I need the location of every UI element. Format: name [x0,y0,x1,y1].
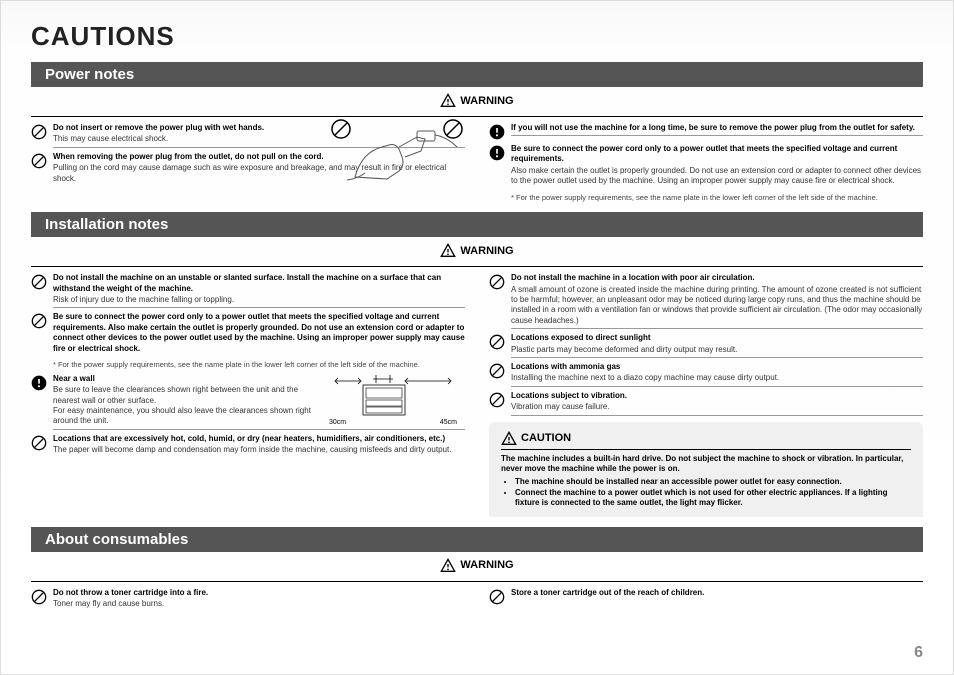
warning-icon [440,243,456,259]
section-header-install: Installation notes [31,212,923,237]
item-title: Do not install the machine on an unstabl… [53,273,465,294]
caution-label: CAUTION [521,432,571,444]
caution-item: Be sure to connect the power cord only t… [489,144,923,189]
item-title: If you will not use the machine for a lo… [511,123,923,133]
clearance-left-label: 30cm [329,419,346,426]
hand-plug-illustration [327,117,467,187]
warning-divider: WARNING [31,555,923,582]
caution-item: Do not throw a toner cartridge into a fi… [31,588,465,612]
caution-item: Locations with ammonia gasInstalling the… [489,362,923,387]
warning-divider: WARNING [31,90,923,117]
item-title: Do not install the machine in a location… [511,273,923,283]
item-desc: Installing the machine next to a diazo c… [511,373,923,383]
section-header-consumables: About consumables [31,527,923,552]
caution-bullet: The machine should be installed near an … [515,477,911,487]
warning-label: WARNING [460,245,513,257]
mandatory-icon [489,124,505,140]
caution-bullet: Connect the machine to a power outlet wh… [515,488,911,509]
item-title: Do not throw a toner cartridge into a fi… [53,588,465,598]
item-desc: Plastic parts may become deformed and di… [511,345,923,355]
consumables-content: Do not throw a toner cartridge into a fi… [31,588,923,616]
prohibit-icon [489,363,505,379]
prohibit-icon [489,392,505,408]
item-title: Locations subject to vibration. [511,391,923,401]
warning-icon [440,558,456,574]
mandatory-icon [489,145,505,161]
item-desc: Vibration may cause failure. [511,402,923,412]
item-title: Store a toner cartridge out of the reach… [511,588,923,598]
section-header-power: Power notes [31,62,923,87]
caution-main-text: The machine includes a built-in hard dri… [501,454,911,475]
item-desc: Be sure to leave the clearances shown ri… [53,385,325,427]
prohibit-icon [31,435,47,451]
prohibit-icon [31,589,47,605]
item-desc: Risk of injury due to the machine fallin… [53,295,465,305]
prohibit-icon [31,153,47,169]
power-content: Do not insert or remove the power plug w… [31,123,923,206]
item-desc: A small amount of ozone is created insid… [511,285,923,327]
prohibit-icon [489,274,505,290]
prohibit-icon [31,274,47,290]
prohibit-icon [489,589,505,605]
footnote: * For the power supply requirements, see… [53,360,465,370]
item-title: Near a wall [53,374,325,384]
caution-item: Locations subject to vibration.Vibration… [489,391,923,416]
prohibit-icon [31,313,47,329]
item-title: Locations with ammonia gas [511,362,923,372]
item-desc: Toner may fly and cause burns. [53,599,465,609]
item-title: Be sure to connect the power cord only t… [53,312,465,354]
item-desc: Also make certain the outlet is properly… [511,166,923,187]
warning-label: WARNING [460,95,513,107]
caution-item: Store a toner cartridge out of the reach… [489,588,923,605]
caution-item: Locations exposed to direct sunlight Plas… [489,333,923,358]
clearance-diagram: 30cm 45cm [323,373,463,426]
page-number: 6 [914,644,923,662]
caution-item: Do not install the machine in a location… [489,273,923,329]
warning-divider: WARNING [31,240,923,267]
caution-item: Locations that are excessively hot, cold… [31,434,465,458]
item-desc: The paper will become damp and condensat… [53,445,465,455]
item-title: Locations exposed to direct sunlight [511,333,923,343]
caution-item: Be sure to connect the power cord only t… [31,312,465,356]
warning-icon [440,93,456,109]
prohibit-icon [489,334,505,350]
caution-item: Do not install the machine on an unstabl… [31,273,465,308]
item-title: Be sure to connect the power cord only t… [511,144,923,165]
footnote: * For the power supply requirements, see… [511,193,923,203]
prohibit-icon [31,124,47,140]
page-title: CAUTIONS [31,21,923,52]
install-content: Do not install the machine on an unstabl… [31,273,923,516]
caution-item: If you will not use the machine for a lo… [489,123,923,140]
item-title: Locations that are excessively hot, cold… [53,434,465,444]
mandatory-icon [31,375,47,391]
warning-icon [501,431,517,447]
caution-box: CAUTION The machine includes a built-in … [489,422,923,517]
warning-label: WARNING [460,559,513,571]
clearance-right-label: 45cm [440,419,457,426]
